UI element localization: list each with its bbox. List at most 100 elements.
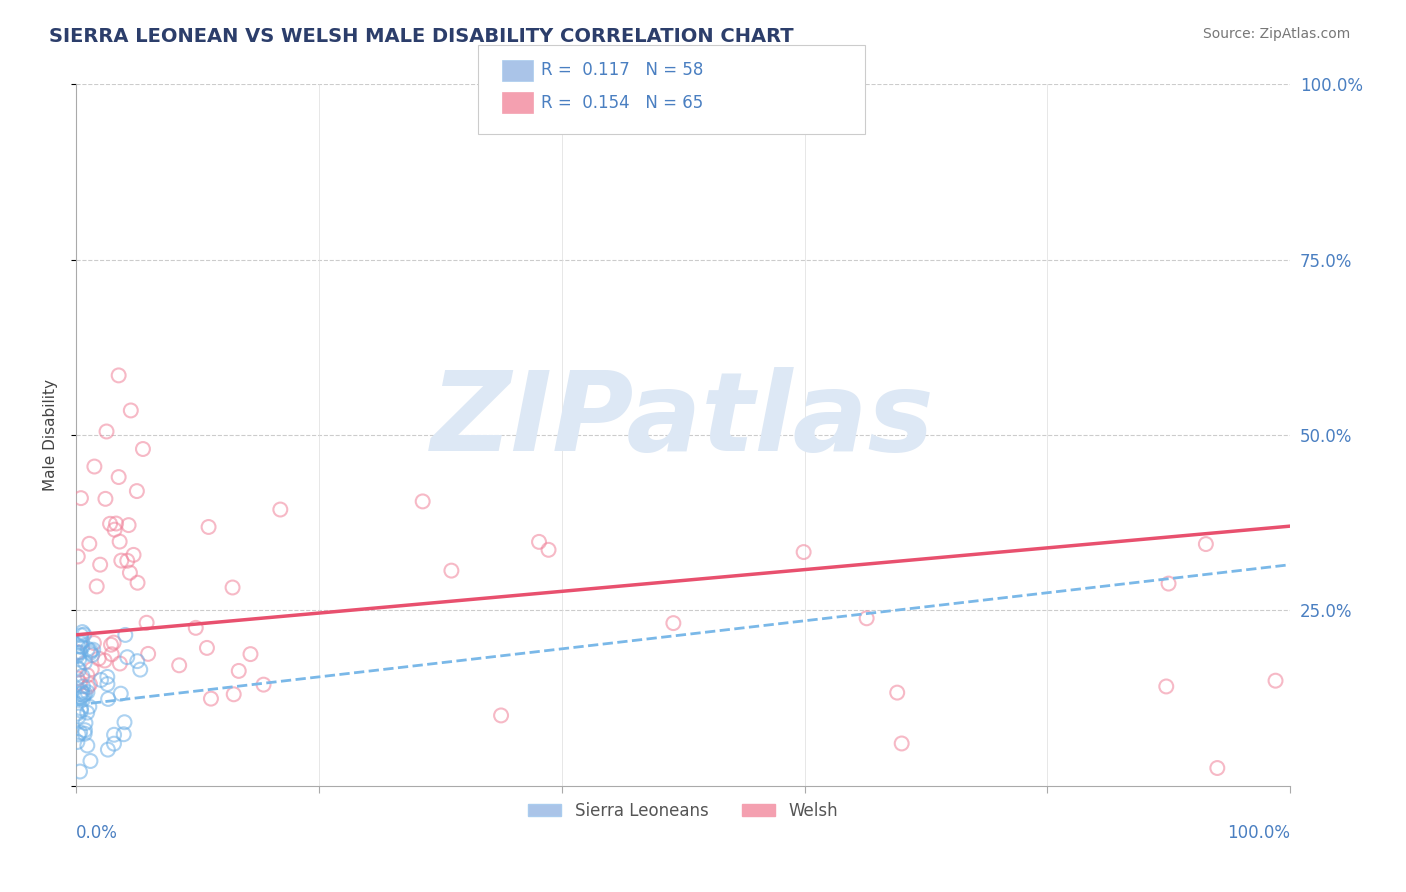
Point — [890, 736, 912, 750]
Point — [107, 470, 129, 484]
Point — [70, 684, 93, 698]
Point — [115, 650, 138, 665]
Point — [75, 687, 97, 701]
Legend: Sierra Leoneans, Welsh: Sierra Leoneans, Welsh — [522, 795, 845, 826]
Point — [489, 708, 512, 723]
Point — [75, 716, 97, 731]
Point — [73, 723, 96, 738]
Point — [129, 663, 152, 677]
Point — [221, 581, 243, 595]
Point — [440, 564, 463, 578]
Point — [69, 691, 91, 706]
Text: R =  0.117   N = 58: R = 0.117 N = 58 — [541, 62, 703, 79]
Point — [222, 687, 245, 701]
Y-axis label: Male Disability: Male Disability — [44, 379, 58, 491]
Point — [94, 491, 117, 506]
Point — [793, 545, 815, 559]
Point — [96, 677, 118, 691]
Point — [120, 403, 142, 417]
Point — [87, 651, 110, 665]
Point — [79, 699, 101, 714]
Point — [132, 442, 155, 456]
Point — [100, 638, 122, 652]
Point — [527, 534, 550, 549]
Point — [252, 678, 274, 692]
Point — [97, 692, 120, 706]
Point — [67, 652, 90, 666]
Point — [107, 368, 129, 383]
Point — [117, 554, 139, 568]
Point — [76, 668, 98, 682]
Point — [70, 640, 93, 655]
Text: ZIPatlas: ZIPatlas — [432, 368, 935, 475]
Point — [72, 625, 94, 640]
Point — [72, 692, 94, 706]
Point — [72, 680, 94, 694]
Point — [90, 673, 112, 687]
Point — [69, 645, 91, 659]
Point — [67, 663, 90, 677]
Point — [82, 648, 104, 662]
Text: SIERRA LEONEAN VS WELSH MALE DISABILITY CORRELATION CHART: SIERRA LEONEAN VS WELSH MALE DISABILITY … — [49, 27, 794, 45]
Point — [79, 537, 101, 551]
Point — [100, 647, 122, 661]
Point — [1195, 537, 1218, 551]
Point — [67, 646, 90, 660]
Point — [269, 502, 291, 516]
Point — [73, 656, 96, 670]
Point — [117, 518, 139, 533]
Point — [1154, 680, 1177, 694]
Point — [67, 727, 90, 741]
Point — [69, 636, 91, 650]
Point — [98, 516, 121, 531]
Point — [125, 484, 148, 499]
Point — [79, 677, 101, 691]
Point — [72, 689, 94, 703]
Point — [108, 657, 131, 671]
Point — [76, 685, 98, 699]
Point — [69, 687, 91, 701]
Point — [66, 645, 89, 659]
Point — [103, 728, 125, 742]
Point — [79, 754, 101, 768]
Point — [66, 648, 89, 663]
Point — [886, 685, 908, 699]
Point — [96, 425, 118, 439]
Point — [112, 727, 135, 741]
Point — [73, 627, 96, 641]
Point — [76, 739, 98, 753]
Point — [167, 658, 190, 673]
Point — [93, 654, 115, 668]
Point — [110, 687, 132, 701]
Point — [195, 640, 218, 655]
Point — [184, 621, 207, 635]
Point — [103, 523, 125, 537]
Point — [122, 548, 145, 562]
Point — [76, 680, 98, 694]
Point — [114, 715, 136, 730]
Point — [72, 685, 94, 699]
Point — [135, 615, 157, 630]
Point — [66, 672, 89, 686]
Point — [412, 494, 434, 508]
Point — [76, 641, 98, 656]
Point — [70, 634, 93, 648]
Point — [1157, 576, 1180, 591]
Point — [66, 661, 89, 675]
Point — [70, 628, 93, 642]
Point — [239, 647, 262, 661]
Point — [83, 636, 105, 650]
Point — [80, 662, 103, 676]
Point — [69, 764, 91, 779]
Text: 100.0%: 100.0% — [1227, 824, 1291, 842]
Point — [662, 616, 685, 631]
Text: Source: ZipAtlas.com: Source: ZipAtlas.com — [1202, 27, 1350, 41]
Point — [97, 742, 120, 756]
Point — [67, 709, 90, 723]
Point — [66, 549, 89, 564]
Point — [89, 558, 111, 572]
Point — [69, 725, 91, 739]
Text: 0.0%: 0.0% — [76, 824, 118, 842]
Point — [197, 520, 219, 534]
Point — [228, 664, 250, 678]
